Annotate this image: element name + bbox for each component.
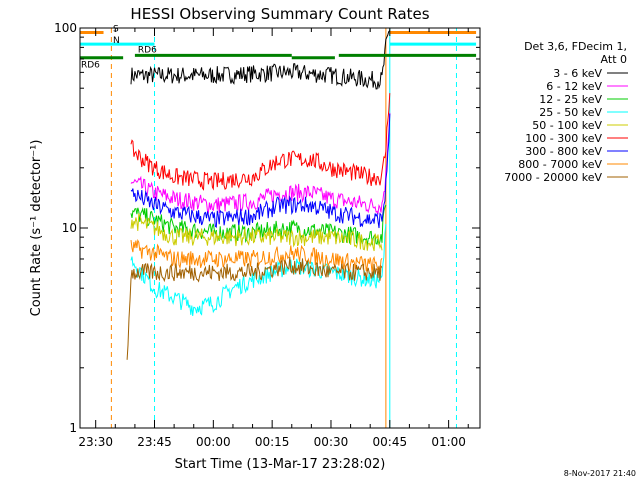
x-tick-label-1: 23:45 (137, 435, 172, 449)
y-axis-label: Count Rate (s⁻¹ detector⁻¹) (29, 140, 44, 317)
legend-label-7: 800 - 7000 keV (518, 158, 602, 171)
x-tick-label-2: 00:00 (196, 435, 231, 449)
legend-label-2: 12 - 25 keV (539, 93, 602, 106)
series-line-6 (130, 113, 391, 229)
legend-label-1: 6 - 12 keV (546, 80, 602, 93)
legend-label-5: 100 - 300 keV (525, 132, 602, 145)
series-line-7 (130, 238, 383, 274)
chart-title: HESSI Observing Summary Count Rates (130, 5, 429, 23)
x-tick-label-3: 00:15 (255, 435, 290, 449)
series-line-0 (130, 30, 391, 90)
series-line-4 (130, 212, 383, 252)
series-line-5 (130, 93, 391, 191)
series-line-3 (130, 223, 387, 317)
x-tick-label-0: 23:30 (78, 435, 113, 449)
legend-label-3: 25 - 50 keV (539, 106, 602, 119)
series-line-1 (130, 112, 391, 216)
axes: 1 10 100 23:30 23:45 00:00 00:15 00:30 00:45 01:0… (54, 21, 480, 449)
legend-label-0: 3 - 6 keV (553, 67, 602, 80)
legend-header-1: Att 0 (601, 53, 627, 66)
y-tick-label-0: 1 (69, 421, 77, 435)
x-tick-label-6: 01:00 (431, 435, 466, 449)
state-label-0: S (113, 24, 119, 34)
state-label-2: N (113, 36, 120, 46)
plot-area: SN RD6 RD6 (79, 24, 477, 428)
series-line-8 (126, 256, 383, 360)
state-label-4: RD6 (81, 61, 100, 71)
x-tick-label-4: 00:30 (314, 435, 349, 449)
footer-timestamp: 8-Nov-2017 21:40 (564, 469, 636, 478)
legend-label-4: 50 - 100 keV (532, 119, 602, 132)
x-tick-label-5: 00:45 (373, 435, 408, 449)
state-label-5: RD6 (138, 45, 157, 55)
x-axis-label: Start Time (13-Mar-17 23:28:02) (175, 457, 386, 472)
y-tick-label-1: 10 (62, 221, 77, 235)
legend-header-0: Det 3,6, FDecim 1, (524, 40, 627, 53)
y-tick-label-2: 100 (54, 21, 77, 35)
legend-label-8: 7000 - 20000 keV (504, 171, 602, 184)
legend-label-6: 300 - 800 keV (525, 145, 602, 158)
plot-frame (79, 27, 481, 429)
